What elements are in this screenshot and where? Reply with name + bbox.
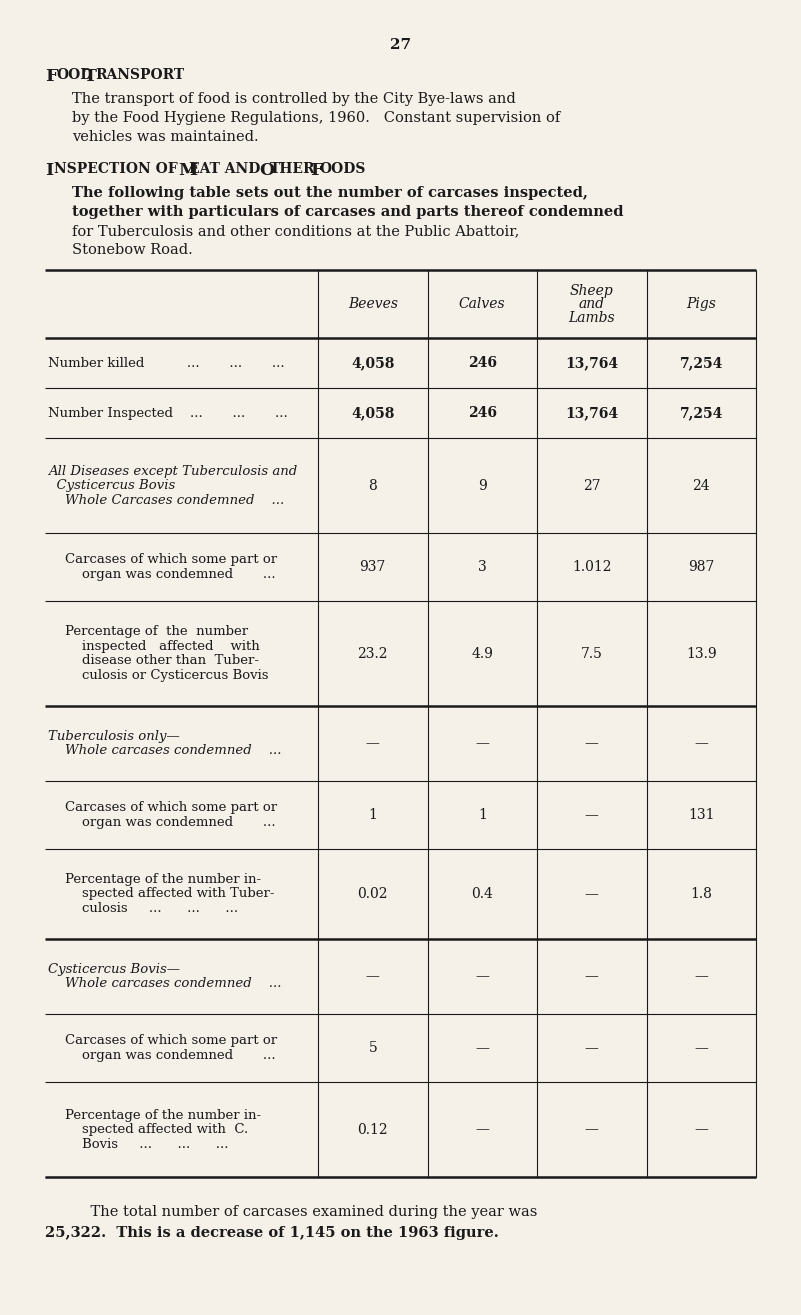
Text: THER: THER (270, 162, 316, 176)
Text: 27: 27 (390, 38, 411, 53)
Text: for Tuberculosis and other conditions at the Public Abattoir,: for Tuberculosis and other conditions at… (72, 224, 519, 238)
Text: 13.9: 13.9 (686, 647, 717, 660)
Text: Whole carcases condemned    ...: Whole carcases condemned ... (48, 977, 281, 990)
Text: Percentage of  the  number: Percentage of the number (48, 625, 248, 638)
Text: O: O (259, 162, 274, 179)
Text: 1: 1 (368, 807, 377, 822)
Text: The transport of food is controlled by the City Bye-laws and: The transport of food is controlled by t… (72, 92, 516, 107)
Text: spected affected with Tuber-: spected affected with Tuber- (48, 888, 275, 901)
Text: —: — (366, 969, 380, 984)
Text: Bovis     ...      ...      ...: Bovis ... ... ... (48, 1137, 228, 1151)
Text: —: — (475, 736, 489, 751)
Text: —: — (585, 888, 598, 901)
Text: RANSPORT: RANSPORT (95, 68, 184, 82)
Text: —: — (585, 1041, 598, 1055)
Text: —: — (475, 1041, 489, 1055)
Text: The following table sets out the number of carcases inspected,: The following table sets out the number … (72, 185, 588, 200)
Text: All Diseases except Tuberculosis and: All Diseases except Tuberculosis and (48, 464, 297, 477)
Text: 0.02: 0.02 (357, 888, 388, 901)
Text: 246: 246 (468, 356, 497, 370)
Text: 13,764: 13,764 (566, 356, 618, 370)
Text: 13,764: 13,764 (566, 406, 618, 419)
Text: —: — (585, 736, 598, 751)
Text: Cysticercus Bovis—: Cysticercus Bovis— (48, 963, 180, 976)
Text: 131: 131 (688, 807, 714, 822)
Text: Percentage of the number in-: Percentage of the number in- (48, 873, 261, 886)
Text: Number Inspected    ...       ...       ...: Number Inspected ... ... ... (48, 406, 288, 419)
Text: OOD: OOD (56, 68, 92, 82)
Text: 1.012: 1.012 (572, 560, 611, 575)
Text: Sheep: Sheep (570, 284, 614, 297)
Text: 0.12: 0.12 (357, 1123, 388, 1136)
Text: Calves: Calves (459, 297, 505, 312)
Text: —: — (366, 736, 380, 751)
Text: spected affected with  C.: spected affected with C. (48, 1123, 248, 1136)
Text: culosis or Cysticercus Bovis: culosis or Cysticercus Bovis (48, 669, 268, 681)
Text: 27: 27 (583, 479, 601, 493)
Text: Tuberculosis only—: Tuberculosis only— (48, 730, 179, 743)
Text: —: — (694, 969, 708, 984)
Text: —: — (585, 807, 598, 822)
Text: organ was condemned       ...: organ was condemned ... (48, 568, 276, 581)
Text: Percentage of the number in-: Percentage of the number in- (48, 1109, 261, 1122)
Text: 937: 937 (360, 560, 386, 575)
Text: Stonebow Road.: Stonebow Road. (72, 243, 193, 256)
Text: by the Food Hygiene Regulations, 1960.   Constant supervision of: by the Food Hygiene Regulations, 1960. C… (72, 110, 560, 125)
Text: 1.8: 1.8 (690, 888, 712, 901)
Text: Lambs: Lambs (569, 310, 615, 325)
Text: —: — (694, 736, 708, 751)
Text: 987: 987 (688, 560, 714, 575)
Text: 7,254: 7,254 (679, 406, 723, 419)
Text: Whole carcases condemned    ...: Whole carcases condemned ... (48, 744, 281, 757)
Text: Whole Carcases condemned    ...: Whole Carcases condemned ... (48, 493, 284, 506)
Text: organ was condemned       ...: organ was condemned ... (48, 815, 276, 828)
Text: —: — (694, 1041, 708, 1055)
Text: F: F (310, 162, 322, 179)
Text: Carcases of which some part or: Carcases of which some part or (48, 801, 277, 814)
Text: 5: 5 (368, 1041, 377, 1055)
Text: Pigs: Pigs (686, 297, 716, 312)
Text: 25,322.  This is a decrease of 1,145 on the 1963 figure.: 25,322. This is a decrease of 1,145 on t… (45, 1226, 499, 1240)
Text: M: M (178, 162, 197, 179)
Text: disease other than  Tuber-: disease other than Tuber- (48, 655, 259, 667)
Text: T: T (84, 68, 97, 85)
Text: F: F (45, 68, 58, 85)
Text: Cysticercus Bovis: Cysticercus Bovis (48, 479, 175, 492)
Text: —: — (475, 1123, 489, 1136)
Text: 1: 1 (478, 807, 487, 822)
Text: organ was condemned       ...: organ was condemned ... (48, 1049, 276, 1061)
Text: 7,254: 7,254 (679, 356, 723, 370)
Text: Carcases of which some part or: Carcases of which some part or (48, 554, 277, 567)
Text: I: I (45, 162, 53, 179)
Text: Carcases of which some part or: Carcases of which some part or (48, 1035, 277, 1047)
Text: 9: 9 (478, 479, 487, 493)
Text: —: — (694, 1123, 708, 1136)
Text: The total number of carcases examined during the year was: The total number of carcases examined du… (72, 1205, 537, 1219)
Text: Beeves: Beeves (348, 297, 398, 312)
Text: —: — (585, 1123, 598, 1136)
Text: 3: 3 (478, 560, 487, 575)
Text: OODS: OODS (319, 162, 365, 176)
Text: EAT AND: EAT AND (189, 162, 260, 176)
Text: 8: 8 (368, 479, 377, 493)
Text: 4.9: 4.9 (471, 647, 493, 660)
Text: 246: 246 (468, 406, 497, 419)
Text: —: — (475, 969, 489, 984)
Text: inspected   affected    with: inspected affected with (48, 640, 260, 652)
Text: vehicles was maintained.: vehicles was maintained. (72, 130, 259, 145)
Text: NSPECTION OF: NSPECTION OF (54, 162, 178, 176)
Text: 23.2: 23.2 (357, 647, 388, 660)
Text: 4,058: 4,058 (351, 356, 394, 370)
Text: 24: 24 (692, 479, 710, 493)
Text: —: — (585, 969, 598, 984)
Text: Number killed          ...       ...       ...: Number killed ... ... ... (48, 356, 284, 370)
Text: together with particulars of carcases and parts thereof condemned: together with particulars of carcases an… (72, 205, 623, 220)
Text: 4,058: 4,058 (351, 406, 394, 419)
Text: and: and (579, 297, 605, 312)
Text: 7.5: 7.5 (581, 647, 602, 660)
Text: culosis     ...      ...      ...: culosis ... ... ... (48, 902, 238, 915)
Text: 0.4: 0.4 (471, 888, 493, 901)
